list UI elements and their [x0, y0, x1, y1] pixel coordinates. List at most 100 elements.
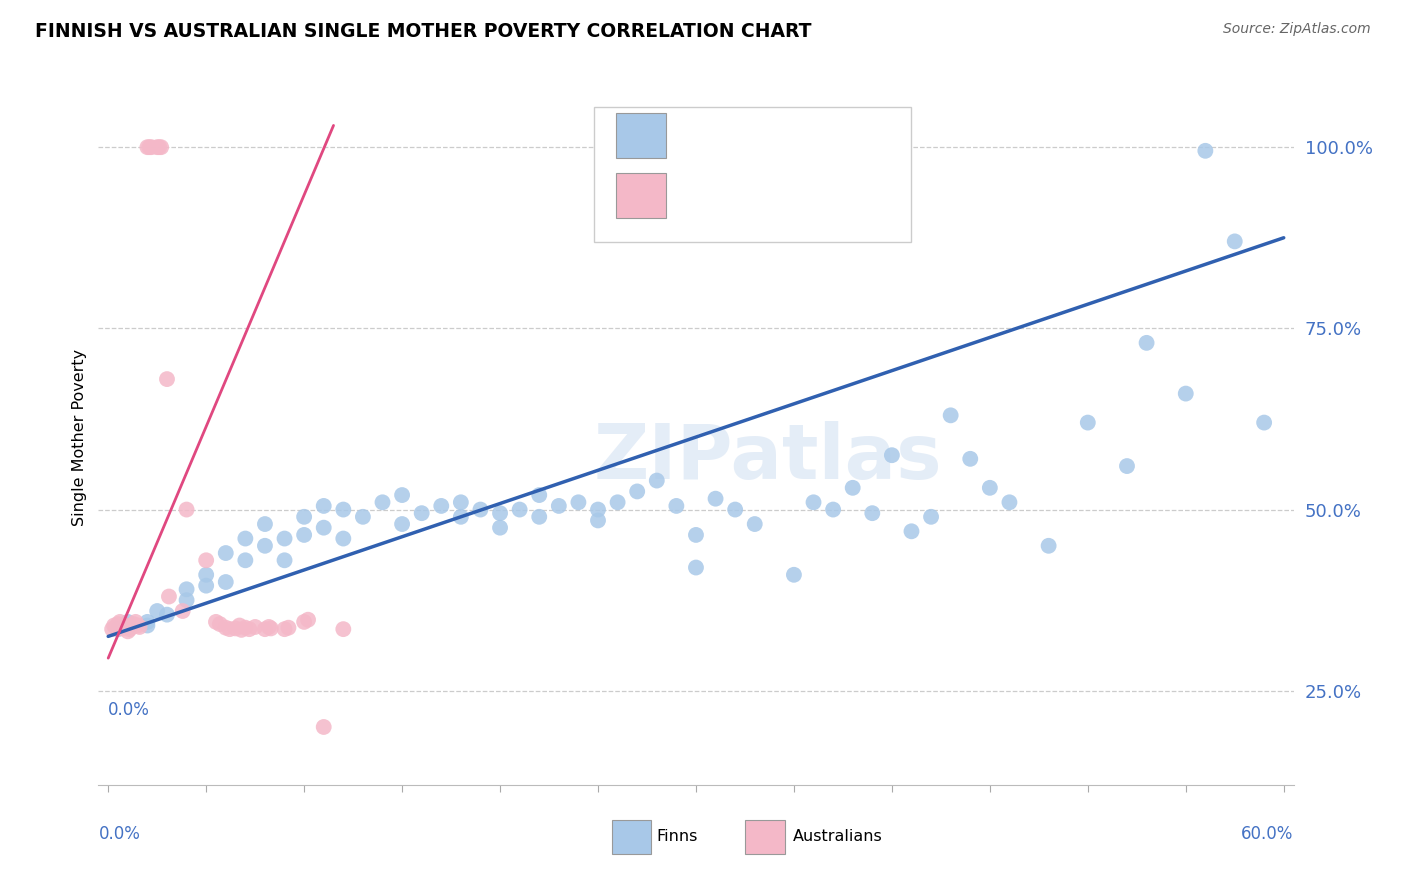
Point — [136, 140, 159, 154]
Point — [122, 617, 145, 632]
Point — [391, 488, 413, 502]
Point — [292, 509, 315, 524]
Point — [509, 502, 531, 516]
Point — [470, 502, 492, 516]
Point — [959, 451, 981, 466]
Point — [900, 524, 922, 539]
Point — [146, 604, 169, 618]
Point — [841, 481, 863, 495]
Text: FINNISH VS AUSTRALIAN SINGLE MOTHER POVERTY CORRELATION CHART: FINNISH VS AUSTRALIAN SINGLE MOTHER POVE… — [35, 22, 811, 41]
FancyBboxPatch shape — [616, 113, 666, 158]
Point — [228, 618, 250, 632]
Text: ZIPatlas: ZIPatlas — [593, 421, 942, 495]
Point — [273, 532, 295, 546]
Point — [1194, 144, 1216, 158]
Point — [195, 553, 218, 567]
Point — [998, 495, 1021, 509]
Point — [430, 499, 453, 513]
Point — [292, 528, 315, 542]
Point — [273, 622, 295, 636]
Point — [352, 509, 374, 524]
Point — [103, 618, 125, 632]
Point — [111, 621, 134, 635]
Point — [235, 532, 257, 546]
Point — [979, 481, 1001, 495]
Point — [744, 517, 766, 532]
Point — [823, 502, 845, 516]
Point — [939, 409, 962, 423]
Point — [665, 499, 688, 513]
Text: Finns: Finns — [657, 830, 697, 844]
Point — [645, 474, 668, 488]
Point — [124, 615, 146, 629]
Point — [277, 621, 299, 635]
Point — [260, 621, 283, 635]
Point — [312, 720, 335, 734]
Point — [529, 488, 551, 502]
Point — [586, 513, 609, 527]
Text: 0.0%: 0.0% — [108, 701, 150, 720]
Point — [860, 506, 883, 520]
Point — [235, 553, 257, 567]
Point — [1135, 335, 1157, 350]
Point — [141, 140, 163, 154]
Point — [1077, 416, 1099, 430]
Point — [253, 517, 276, 532]
Point — [1174, 386, 1197, 401]
Point — [312, 521, 335, 535]
Point — [107, 617, 129, 632]
Point — [450, 495, 472, 509]
Point — [1038, 539, 1060, 553]
Point — [218, 622, 240, 636]
Point — [257, 620, 280, 634]
Point — [411, 506, 433, 520]
Text: Australians: Australians — [793, 830, 883, 844]
FancyBboxPatch shape — [616, 173, 666, 218]
Point — [176, 502, 198, 516]
Point — [391, 517, 413, 532]
Point — [215, 574, 238, 589]
Point — [332, 622, 354, 636]
Point — [529, 509, 551, 524]
Point — [117, 624, 139, 639]
Point — [371, 495, 394, 509]
Point — [118, 622, 141, 636]
Point — [205, 615, 228, 629]
Text: Source: ZipAtlas.com: Source: ZipAtlas.com — [1223, 22, 1371, 37]
Point — [172, 604, 194, 618]
FancyBboxPatch shape — [595, 106, 911, 243]
Point — [117, 615, 139, 629]
Y-axis label: Single Mother Poverty: Single Mother Poverty — [72, 349, 87, 525]
Point — [127, 618, 149, 632]
Point — [920, 509, 942, 524]
Point — [150, 140, 173, 154]
Point — [297, 613, 319, 627]
Point — [253, 622, 276, 636]
Point — [115, 618, 138, 632]
Point — [105, 620, 128, 634]
Point — [148, 140, 170, 154]
Point — [112, 620, 135, 634]
Text: N = 73: N = 73 — [804, 126, 869, 145]
Point — [626, 484, 648, 499]
Point — [176, 593, 198, 607]
Point — [243, 620, 266, 634]
Point — [1116, 458, 1139, 473]
Point — [567, 495, 589, 509]
Point — [146, 140, 169, 154]
Point — [273, 553, 295, 567]
Point — [332, 532, 354, 546]
Point — [136, 615, 159, 629]
Point — [101, 622, 124, 636]
Point — [215, 621, 238, 635]
Text: R = 0.626: R = 0.626 — [688, 126, 782, 145]
Point — [606, 495, 628, 509]
Point — [1223, 235, 1246, 249]
Point — [108, 615, 131, 629]
Point — [235, 621, 257, 635]
Point — [450, 509, 472, 524]
Point — [704, 491, 727, 506]
Point — [156, 372, 179, 386]
Point — [231, 623, 253, 637]
Point — [117, 618, 139, 632]
